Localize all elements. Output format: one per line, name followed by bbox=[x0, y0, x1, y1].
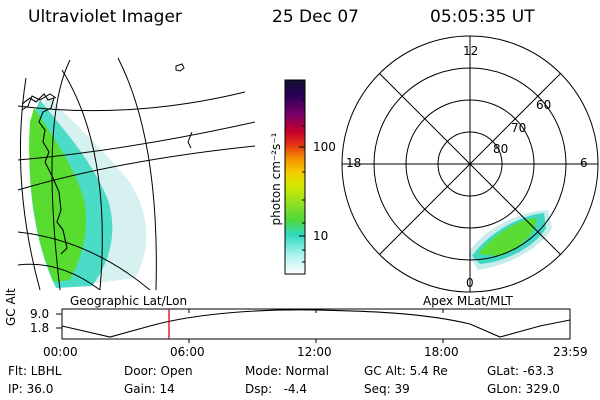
coastline-east bbox=[187, 131, 193, 149]
geographic-map bbox=[17, 57, 255, 290]
instrument-title: Ultraviolet Imager bbox=[28, 7, 182, 27]
polar-panel-label: Apex MLat/MLT bbox=[423, 294, 513, 308]
timeline-xtick-2359: 23:59 bbox=[553, 345, 588, 359]
timeline-ytick-1.8: 1.8 bbox=[30, 321, 50, 335]
info-door: Door: Open bbox=[124, 364, 193, 378]
mlt-label-6: 6 bbox=[580, 156, 588, 170]
timeline-ticks bbox=[56, 309, 444, 343]
info-gc-alt: GC Alt: 5.4 Re bbox=[364, 364, 448, 378]
timeline-xtick-0000: 00:00 bbox=[43, 345, 78, 359]
colorbar-tick-10: 10 bbox=[313, 229, 329, 243]
time-label: 05:05:35 UT bbox=[430, 7, 535, 27]
geo-panel-label: Geographic Lat/Lon bbox=[70, 294, 188, 308]
timeline-xtick-1800: 18:00 bbox=[424, 345, 459, 359]
geo-aurora-green bbox=[29, 108, 87, 282]
colorbar bbox=[284, 79, 306, 275]
info-glat: GLat: -63.3 bbox=[487, 364, 554, 378]
mlat-label-70: 70 bbox=[511, 121, 527, 135]
info-glon: GLon: 329.0 bbox=[487, 382, 560, 396]
date-label: 25 Dec 07 bbox=[272, 7, 359, 27]
polar-plot bbox=[341, 35, 599, 293]
info-flt: Flt: LBHL bbox=[8, 364, 62, 378]
info-gain: Gain: 14 bbox=[124, 382, 175, 396]
polar-aurora-green bbox=[478, 218, 537, 256]
info-dsp: Dsp: -4.4 bbox=[245, 382, 308, 396]
colorbar-ticks bbox=[299, 99, 305, 263]
timeline-xtick-1200: 12:00 bbox=[297, 345, 332, 359]
mlt-label-12: 12 bbox=[463, 44, 479, 58]
timeline-xtick-0600: 06:00 bbox=[170, 345, 205, 359]
colorbar-unit-label: photon cm⁻²s⁻¹ bbox=[269, 132, 283, 226]
info-seq: Seq: 39 bbox=[364, 382, 410, 396]
info-mode: Mode: Normal bbox=[245, 364, 329, 378]
gc-alt-curve bbox=[61, 309, 571, 338]
colorbar-tick-100: 100 bbox=[313, 140, 336, 154]
coastline bbox=[21, 93, 68, 255]
mlat-label-60: 60 bbox=[536, 98, 552, 112]
info-ip: IP: 36.0 bbox=[8, 382, 54, 396]
timeline-y-label: GC Alt bbox=[4, 288, 18, 326]
timeline-ytick-9: 9.0 bbox=[30, 307, 50, 321]
mlat-label-80: 80 bbox=[493, 142, 509, 156]
mlt-label-18: 18 bbox=[346, 156, 362, 170]
mlt-label-0: 0 bbox=[466, 276, 474, 290]
coastline-island bbox=[175, 63, 185, 72]
